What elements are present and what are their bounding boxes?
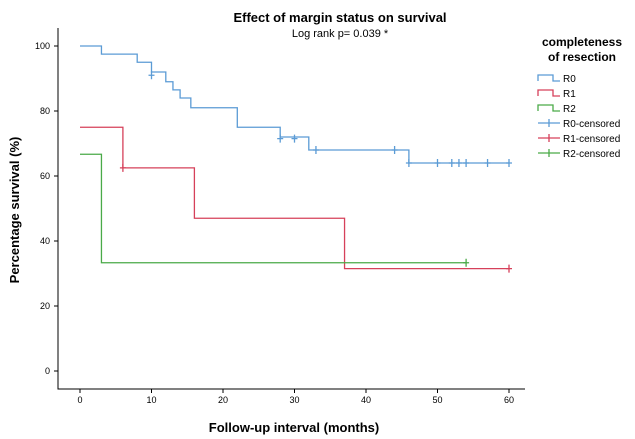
axis-frame: [57, 28, 525, 390]
x-tick-label: 0: [77, 395, 82, 405]
y-axis-title: Percentage survival (%): [7, 137, 22, 284]
legend: completeness of resection R0 R1 R2 R0-censo…: [537, 35, 622, 160]
chart-subtitle: Log rank p= 0.039 *: [292, 28, 389, 40]
series-line-r1: [80, 126, 509, 270]
legend-label: R0-censored: [563, 119, 620, 130]
y-tick-label: 40: [40, 236, 50, 246]
series-line-r0: [80, 45, 509, 164]
x-axis-title: Follow-up interval (months): [209, 420, 379, 435]
censor-mark-r0: [506, 159, 512, 167]
censor-mark-r0: [434, 159, 441, 167]
x-tick-label: 60: [504, 395, 514, 405]
legend-label: R0: [563, 74, 576, 85]
x-tick-label: 20: [218, 395, 228, 405]
legend-swatch-censor: [538, 149, 560, 157]
plot-area: [80, 45, 512, 273]
legend-swatch-line: [537, 104, 560, 112]
censor-mark-r0: [277, 134, 284, 143]
legend-swatch-line: [537, 89, 560, 97]
y-tick-label: 0: [45, 366, 50, 376]
censor-mark-r0: [312, 146, 319, 154]
x-tick-label: 10: [146, 395, 156, 405]
y-tick-label: 80: [40, 106, 50, 116]
legend-title-line2: of resection: [548, 50, 616, 64]
legend-label: R2: [563, 104, 576, 115]
y-tick-label: 20: [40, 301, 50, 311]
chart-title: Effect of margin status on survival: [233, 10, 446, 25]
censor-mark-r0: [405, 159, 412, 167]
censor-mark-r0: [391, 146, 398, 154]
censor-mark-r0: [291, 134, 298, 143]
censor-mark-r0: [148, 71, 155, 80]
censor-mark-r1: [506, 264, 512, 273]
x-tick-label: 40: [361, 395, 371, 405]
y-tick-label: 60: [40, 171, 50, 181]
censor-mark-r1: [119, 163, 126, 172]
y-tick-label: 100: [35, 41, 50, 51]
censor-mark-r0: [455, 159, 462, 167]
censor-mark-r2: [463, 258, 470, 267]
axes: 0 10 20 30 40 50 60 0 20 40 60 80 100: [35, 28, 525, 405]
legend-swatch-line: [537, 74, 560, 82]
censor-mark-r0: [448, 159, 455, 167]
legend-swatch-censor: [538, 134, 560, 142]
legend-label: R2-censored: [563, 149, 620, 160]
legend-label: R1-censored: [563, 134, 620, 145]
legend-label: R1: [563, 89, 576, 100]
censor-mark-r0: [463, 159, 470, 167]
legend-title-line1: completeness: [542, 35, 622, 49]
legend-swatch-censor: [538, 119, 560, 127]
series-line-r2: [80, 153, 467, 264]
x-tick-label: 50: [432, 395, 442, 405]
x-tick-label: 30: [289, 395, 299, 405]
censor-mark-r0: [484, 159, 491, 167]
